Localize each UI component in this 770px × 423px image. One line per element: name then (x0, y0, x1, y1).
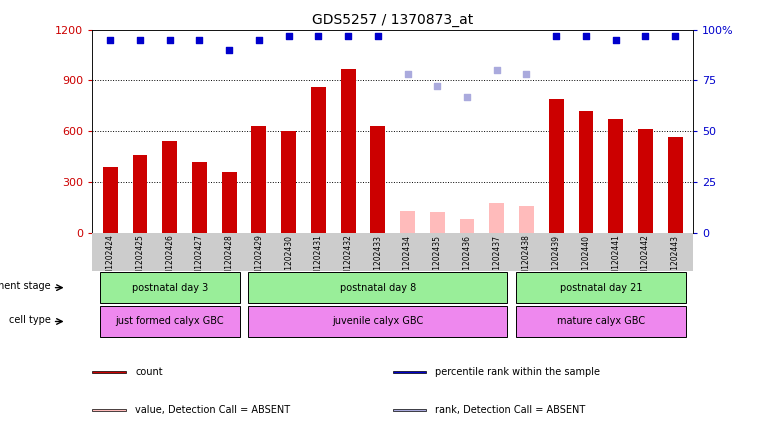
Text: GSM1202429: GSM1202429 (254, 235, 263, 286)
Text: GSM1202437: GSM1202437 (492, 235, 501, 286)
Text: GSM1202427: GSM1202427 (195, 235, 204, 286)
Bar (638, 129, 653, 233)
Point (461, 93, 474, 100)
Text: GSM1202441: GSM1202441 (611, 235, 620, 286)
Point (342, 32, 354, 39)
Text: just formed calyx GBC: just formed calyx GBC (116, 316, 224, 327)
Text: postnatal day 3: postnatal day 3 (132, 283, 208, 293)
Bar (92, 409, 126, 411)
Text: GSM1202435: GSM1202435 (433, 235, 442, 286)
Text: GSM1202436: GSM1202436 (463, 235, 471, 286)
Text: GSM1202432: GSM1202432 (343, 235, 353, 286)
Text: cell type: cell type (9, 315, 51, 325)
Bar (549, 99, 564, 233)
Title: GDS5257 / 1370873_at: GDS5257 / 1370873_at (312, 13, 474, 27)
Bar (311, 87, 326, 233)
Text: mature calyx GBC: mature calyx GBC (557, 316, 645, 327)
FancyBboxPatch shape (249, 272, 507, 303)
Bar (192, 162, 207, 233)
Bar (92, 371, 126, 373)
Text: GSM1202440: GSM1202440 (581, 235, 591, 286)
Text: value, Detection Call = ABSENT: value, Detection Call = ABSENT (136, 405, 290, 415)
Text: GSM1202425: GSM1202425 (136, 235, 145, 286)
Bar (370, 126, 385, 233)
Bar (252, 126, 266, 233)
Point (253, 36, 265, 43)
Point (283, 32, 295, 39)
Bar (281, 131, 296, 233)
Point (431, 83, 444, 90)
Bar (578, 111, 594, 233)
Bar (489, 203, 504, 233)
Text: GSM1202433: GSM1202433 (373, 235, 383, 286)
FancyBboxPatch shape (100, 306, 239, 337)
FancyBboxPatch shape (249, 306, 507, 337)
Bar (608, 119, 623, 233)
Text: postnatal day 8: postnatal day 8 (340, 283, 416, 293)
Text: percentile rank within the sample: percentile rank within the sample (436, 367, 601, 377)
FancyBboxPatch shape (516, 306, 685, 337)
Point (490, 67, 503, 74)
Text: GSM1202439: GSM1202439 (552, 235, 561, 286)
Text: GSM1202424: GSM1202424 (105, 235, 115, 286)
Bar (103, 167, 118, 233)
Text: development stage: development stage (0, 281, 51, 291)
FancyBboxPatch shape (100, 272, 239, 303)
Point (401, 71, 413, 78)
Bar (393, 409, 427, 411)
Bar (222, 172, 236, 233)
Text: GSM1202443: GSM1202443 (671, 235, 680, 286)
Point (669, 32, 681, 39)
FancyBboxPatch shape (516, 272, 685, 303)
Point (521, 71, 533, 78)
Point (312, 32, 324, 39)
Text: GSM1202438: GSM1202438 (522, 235, 531, 286)
Bar (393, 371, 427, 373)
Text: rank, Detection Call = ABSENT: rank, Detection Call = ABSENT (436, 405, 586, 415)
Point (163, 36, 176, 43)
Point (610, 36, 622, 43)
Bar (132, 155, 147, 233)
Point (580, 32, 592, 39)
Text: GSM1202426: GSM1202426 (166, 235, 174, 286)
Bar (430, 212, 445, 233)
Text: GSM1202428: GSM1202428 (225, 235, 233, 285)
Point (193, 36, 206, 43)
Text: count: count (136, 367, 162, 377)
Bar (460, 219, 474, 233)
Bar (162, 141, 177, 233)
Point (639, 32, 651, 39)
Bar (519, 206, 534, 233)
Bar (668, 137, 682, 233)
Point (104, 36, 116, 43)
Text: GSM1202430: GSM1202430 (284, 235, 293, 286)
Text: juvenile calyx GBC: juvenile calyx GBC (332, 316, 424, 327)
Point (372, 32, 384, 39)
Point (550, 32, 562, 39)
Point (134, 36, 146, 43)
Text: postnatal day 21: postnatal day 21 (560, 283, 642, 293)
Point (223, 47, 236, 53)
Text: GSM1202431: GSM1202431 (314, 235, 323, 286)
Bar (340, 69, 356, 233)
Text: GSM1202434: GSM1202434 (403, 235, 412, 286)
Text: GSM1202442: GSM1202442 (641, 235, 650, 286)
Bar (400, 211, 415, 233)
